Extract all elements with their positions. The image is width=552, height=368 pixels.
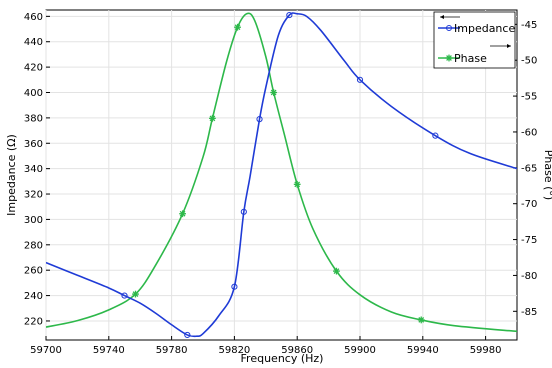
impedance-point bbox=[121, 292, 128, 299]
impedance-point bbox=[256, 116, 263, 123]
series-lines bbox=[46, 12, 517, 338]
impedance-point bbox=[184, 331, 191, 339]
star-stroke bbox=[209, 115, 216, 122]
left-tick-label: 240 bbox=[24, 291, 43, 302]
star-stroke bbox=[446, 55, 452, 61]
x-tick-label: 59740 bbox=[93, 345, 125, 356]
left-axis-title: Impedance (Ω) bbox=[5, 134, 18, 216]
star-stroke bbox=[132, 291, 139, 297]
legend-left-arrowhead-icon bbox=[440, 15, 444, 19]
phase-point bbox=[179, 210, 186, 218]
phase-point bbox=[293, 180, 301, 188]
phase-point bbox=[234, 23, 241, 31]
legend-impedance-label: Impedance bbox=[454, 22, 515, 35]
star-stroke bbox=[270, 89, 277, 96]
right-axis-title: Phase (°) bbox=[542, 150, 552, 200]
legend: Impedance Phase bbox=[433, 11, 515, 69]
right-tick-label: -80 bbox=[521, 271, 537, 282]
x-tick-label: 59940 bbox=[407, 345, 439, 356]
right-tick-label: -50 bbox=[521, 56, 537, 67]
x-tick-label: 59780 bbox=[156, 345, 188, 356]
legend-phase-marker-icon bbox=[445, 54, 453, 62]
phase-point bbox=[333, 267, 340, 275]
x-tick-label: 59860 bbox=[281, 345, 313, 356]
phase-point bbox=[132, 290, 139, 298]
left-tick-label: 380 bbox=[24, 113, 43, 124]
left-tick-label: 400 bbox=[24, 88, 43, 99]
impedance-point bbox=[240, 208, 247, 215]
x-axis-title: Frequency (Hz) bbox=[241, 352, 324, 365]
impedance-point bbox=[432, 132, 439, 139]
phase-point bbox=[209, 114, 216, 122]
star-stroke bbox=[234, 24, 241, 31]
right-tick-label: -45 bbox=[521, 20, 537, 31]
phase-line bbox=[46, 12, 517, 333]
left-tick-label: 360 bbox=[24, 139, 43, 150]
left-axis-ticks: 220 240 260 280 300 320 340 360 380 400 420 440 460 bbox=[24, 12, 50, 327]
x-tick-label: 59820 bbox=[218, 345, 250, 356]
phase-point bbox=[417, 316, 425, 324]
right-tick-label: -70 bbox=[521, 199, 537, 210]
left-tick-label: 320 bbox=[24, 190, 43, 201]
impedance-point bbox=[356, 76, 364, 83]
left-tick-label: 440 bbox=[24, 37, 43, 48]
x-tick-label: 59700 bbox=[30, 345, 62, 356]
left-tick-label: 460 bbox=[24, 12, 43, 23]
legend-phase-label: Phase bbox=[454, 52, 487, 65]
left-tick-label: 300 bbox=[24, 215, 43, 226]
star-stroke bbox=[179, 210, 186, 217]
x-tick-label: 59900 bbox=[344, 345, 376, 356]
impedance-point bbox=[286, 11, 293, 19]
legend-star-shape bbox=[445, 54, 453, 62]
x-tick-label: 59980 bbox=[470, 345, 502, 356]
right-axis-ticks: -85 -80 -75 -70 -65 -60 -55 -50 -45 bbox=[513, 20, 537, 318]
series-markers bbox=[121, 11, 439, 339]
left-tick-label: 280 bbox=[24, 240, 43, 251]
left-tick-label: 260 bbox=[24, 266, 43, 277]
left-tick-label: 220 bbox=[24, 316, 43, 327]
legend-right-arrowhead-icon bbox=[507, 44, 511, 48]
right-tick-label: -65 bbox=[521, 163, 537, 174]
left-tick-label: 340 bbox=[24, 164, 43, 175]
left-tick-label: 420 bbox=[24, 63, 43, 74]
impedance-line bbox=[46, 12, 517, 338]
star-stroke bbox=[333, 268, 340, 274]
right-tick-label: -55 bbox=[521, 92, 537, 103]
right-tick-label: -60 bbox=[521, 127, 537, 138]
right-tick-label: -75 bbox=[521, 235, 537, 246]
right-tick-label: -85 bbox=[521, 307, 537, 318]
impedance-point bbox=[231, 283, 238, 290]
legend-impedance-marker-icon bbox=[446, 25, 452, 31]
star-stroke bbox=[294, 181, 301, 188]
star-stroke bbox=[418, 317, 425, 323]
phase-point bbox=[270, 89, 278, 96]
x-axis-ticks: 59700 59740 59780 59820 59860 59900 59940 59980 bbox=[30, 336, 502, 356]
